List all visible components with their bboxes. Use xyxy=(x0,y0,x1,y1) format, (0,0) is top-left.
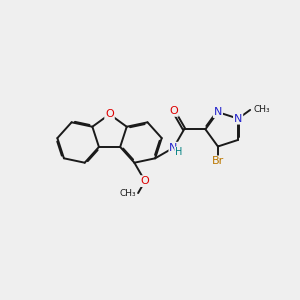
Text: Br: Br xyxy=(212,156,224,166)
Text: O: O xyxy=(105,109,114,119)
Text: O: O xyxy=(169,106,178,116)
Text: CH₃: CH₃ xyxy=(253,105,270,114)
Text: CH₃: CH₃ xyxy=(119,189,136,198)
Text: H: H xyxy=(175,147,183,158)
Text: N: N xyxy=(169,143,178,153)
Text: N: N xyxy=(214,107,222,117)
Text: O: O xyxy=(141,176,149,186)
Text: N: N xyxy=(234,114,242,124)
